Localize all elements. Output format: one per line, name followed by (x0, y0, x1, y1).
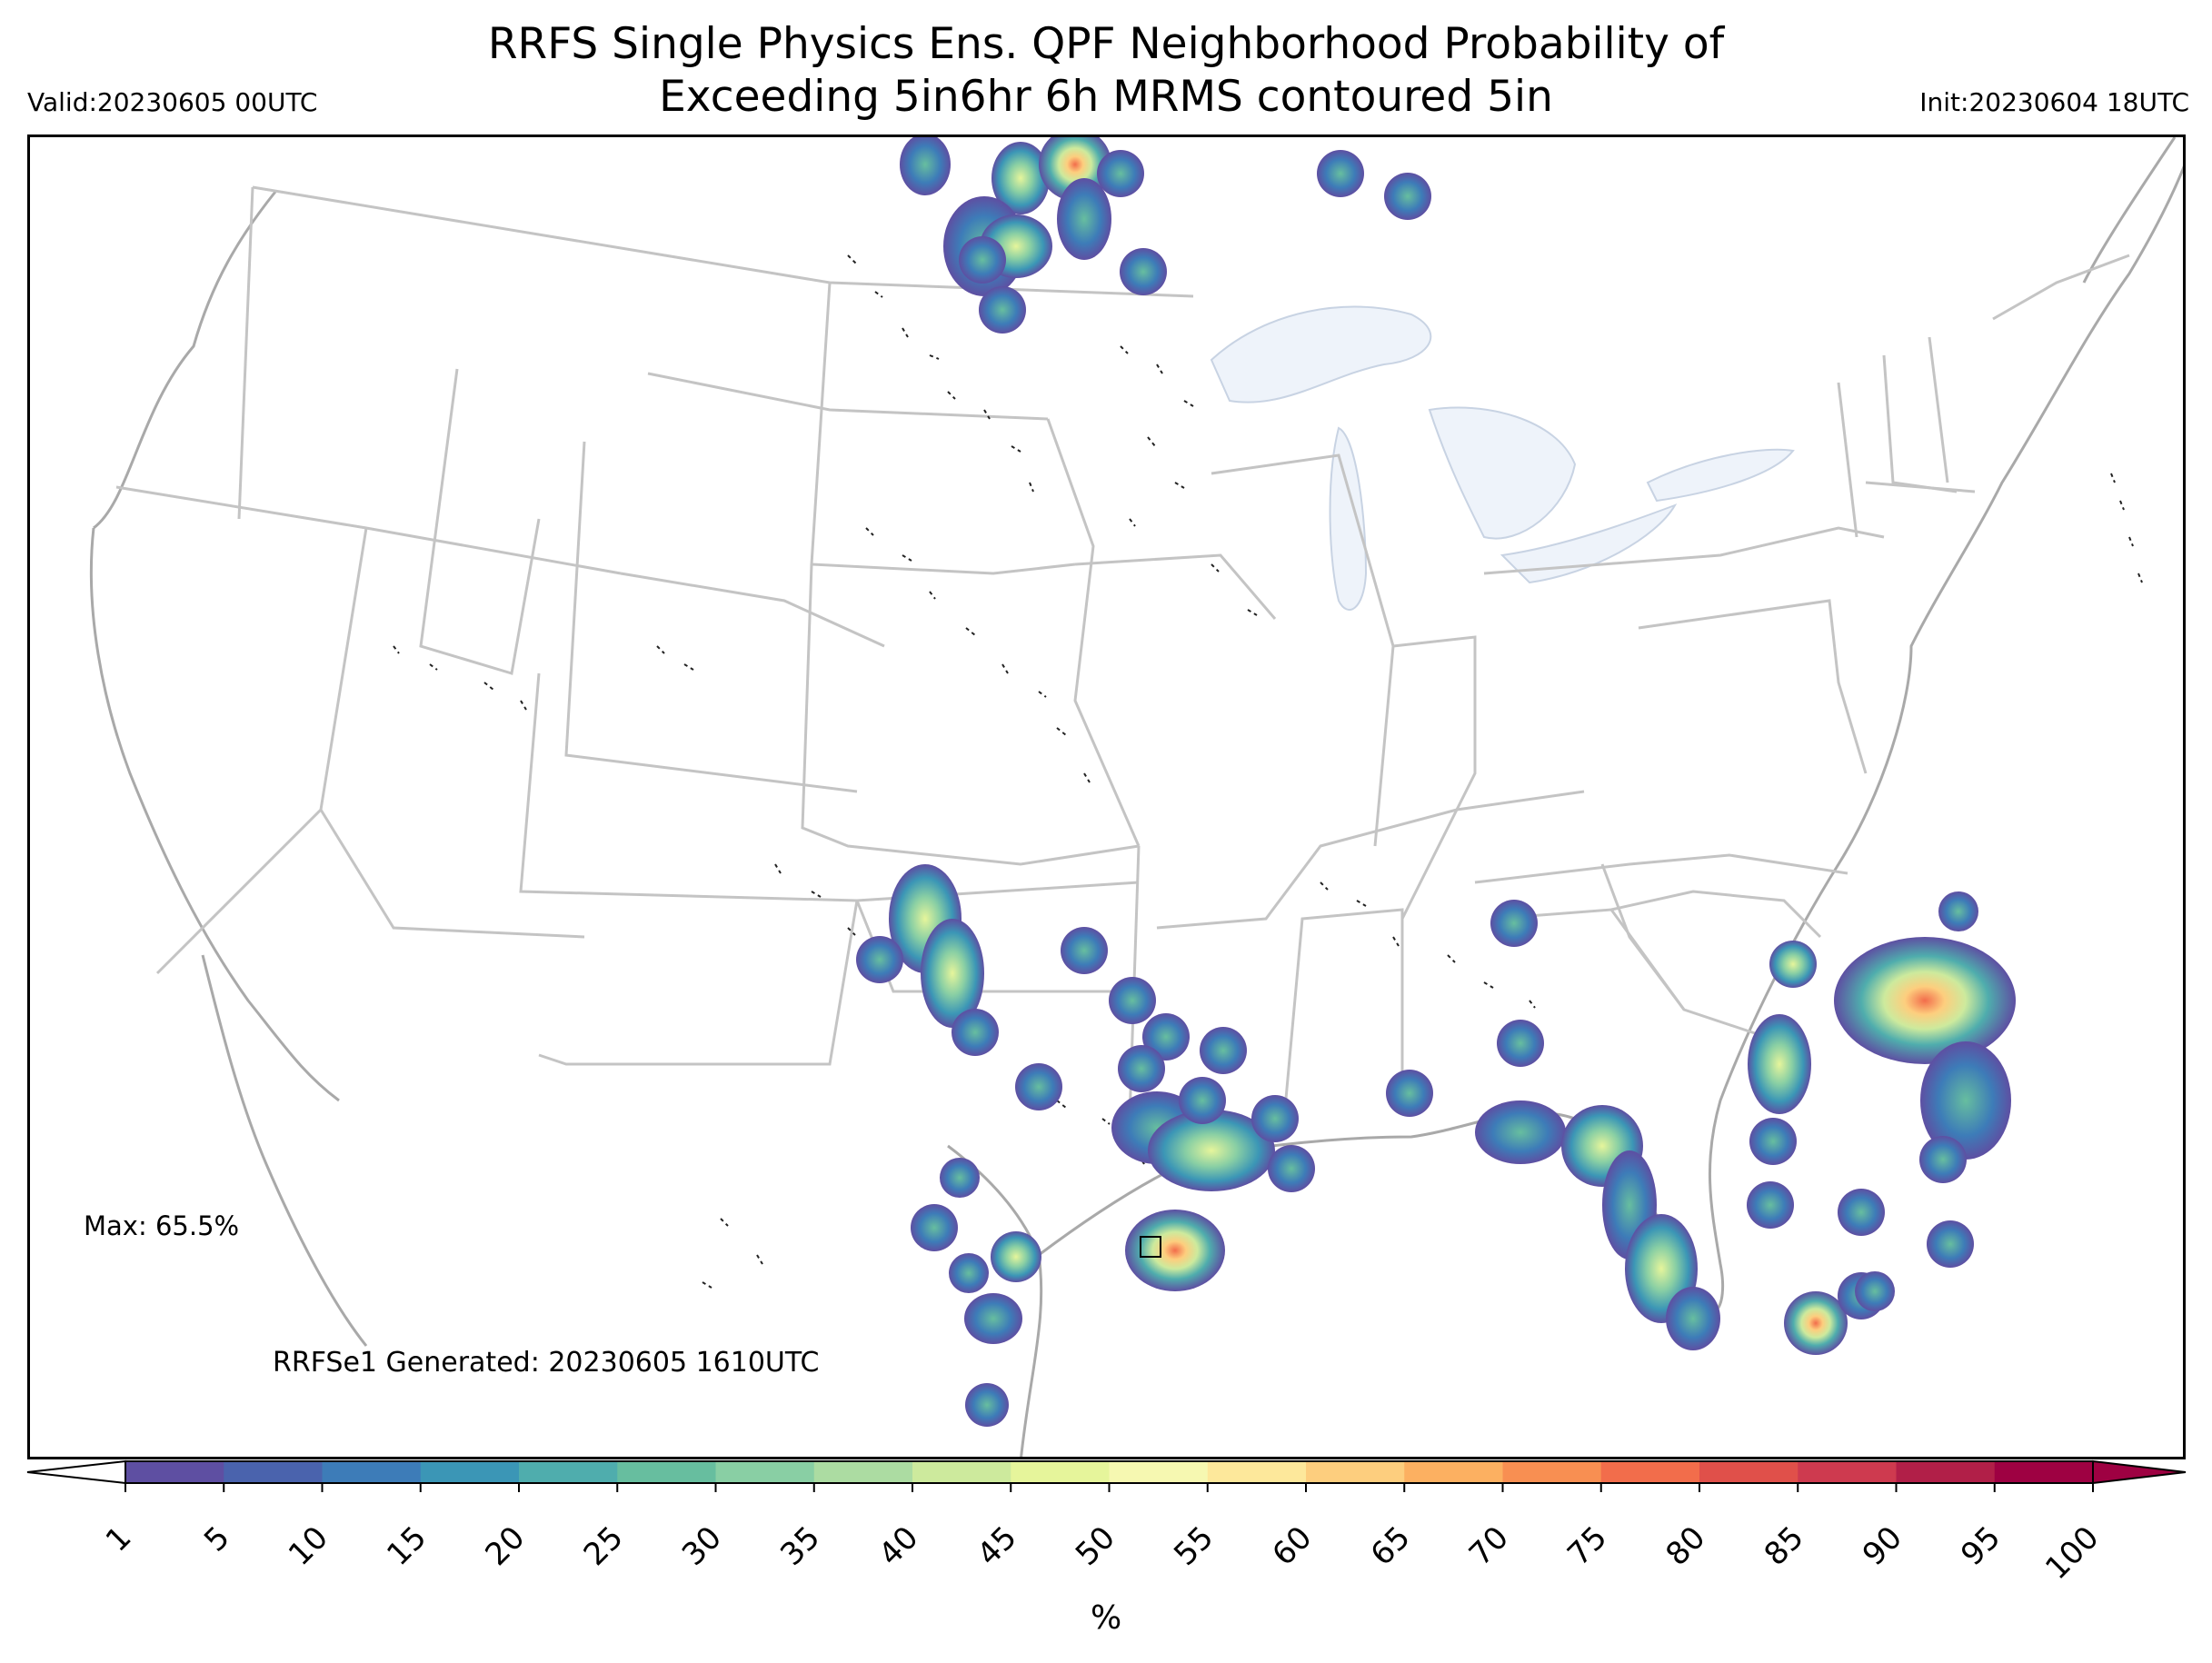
colorbar-tick-label: 45 (971, 1519, 1024, 1573)
colorbar-swatch (1306, 1461, 1405, 1483)
colorbar-tick-label: 15 (380, 1519, 433, 1573)
colorbar-tick-label: 10 (282, 1519, 335, 1573)
colorbar-tick-label: 50 (1069, 1519, 1122, 1573)
colorbar: 1 5 10 15 20 25 30 35 40 45 50 55 60 65 70 75 80 85 90 95 10… (26, 1459, 2187, 1587)
colorbar-under-arrow (26, 1459, 126, 1485)
generated-label: RRFSe1 Generated: 20230605 1610UTC (273, 1347, 820, 1379)
colorbar-unit: % (1091, 1599, 1122, 1637)
colorbar-swatch (813, 1461, 913, 1483)
colorbar-swatch (1896, 1461, 1996, 1483)
colorbar-tick-label: 70 (1462, 1519, 1516, 1573)
state-borders (115, 185, 2130, 1120)
init-time-label: Init:20230604 18UTC (1919, 87, 2189, 117)
max-value-label: Max: 65.5% (84, 1210, 240, 1241)
colorbar-tick-label: 25 (577, 1519, 631, 1573)
colorbar-swatch (912, 1461, 1011, 1483)
valid-time-label: Valid:20230605 00UTC (27, 87, 318, 117)
colorbar-swatch (519, 1461, 618, 1483)
colorbar-tick-label: 90 (1856, 1519, 1909, 1573)
max-location-box (1140, 1236, 1161, 1258)
colorbar-swatch (1798, 1461, 1897, 1483)
colorbar-tick-label: 75 (1560, 1519, 1614, 1573)
colorbar-over-arrow (2092, 1459, 2187, 1485)
colorbar-tick-label: 20 (478, 1519, 532, 1573)
colorbar-tick-label: 40 (872, 1519, 925, 1573)
probability-field (856, 137, 2016, 1427)
colorbar-swatch (1404, 1461, 1503, 1483)
colorbar-tick-label: 85 (1758, 1519, 1811, 1573)
colorbar-swatch (224, 1461, 323, 1483)
great-lakes (1210, 305, 1795, 611)
coastlines (89, 137, 2183, 1457)
colorbar-swatch (1109, 1461, 1209, 1483)
mrms-contours (393, 254, 2143, 1289)
colorbar-swatch (420, 1461, 520, 1483)
title-line-2: Exceeding 5in6hr 6h MRMS contoured 5in (659, 72, 1553, 122)
colorbar-tick-label: 95 (1954, 1519, 2008, 1573)
colorbar-swatch (617, 1461, 716, 1483)
colorbar-swatch (715, 1461, 815, 1483)
colorbar-tick-label: 100 (2038, 1519, 2106, 1587)
colorbar-swatch (1011, 1461, 1110, 1483)
colorbar-tick-label: 1 (99, 1519, 139, 1559)
colorbar-tick-label: 80 (1659, 1519, 1712, 1573)
colorbar-swatches (125, 1461, 2094, 1483)
title-line-1: RRFS Single Physics Ens. QPF Neighborhoo… (487, 19, 1725, 69)
colorbar-swatch (125, 1461, 224, 1483)
colorbar-swatch (1699, 1461, 1798, 1483)
colorbar-swatch (1600, 1461, 1700, 1483)
colorbar-swatch (1994, 1461, 2094, 1483)
colorbar-swatch (1207, 1461, 1307, 1483)
colorbar-tick-label: 55 (1167, 1519, 1221, 1573)
colorbar-tick-label: 5 (197, 1519, 237, 1559)
chart-title: RRFS Single Physics Ens. QPF Neighborhoo… (0, 18, 2212, 124)
map-svg (89, 137, 2183, 1457)
colorbar-swatch (322, 1461, 422, 1483)
colorbar-tick-label: 30 (675, 1519, 729, 1573)
colorbar-tick-label: 65 (1364, 1519, 1418, 1573)
colorbar-ticks: 1 5 10 15 20 25 30 35 40 45 50 55 60 65 70 75 80 85 90 95 10… (99, 1483, 2106, 1587)
colorbar-tick-label: 35 (773, 1519, 827, 1573)
colorbar-swatch (1502, 1461, 1602, 1483)
colorbar-tick-label: 60 (1265, 1519, 1319, 1573)
map-panel (27, 134, 2186, 1459)
